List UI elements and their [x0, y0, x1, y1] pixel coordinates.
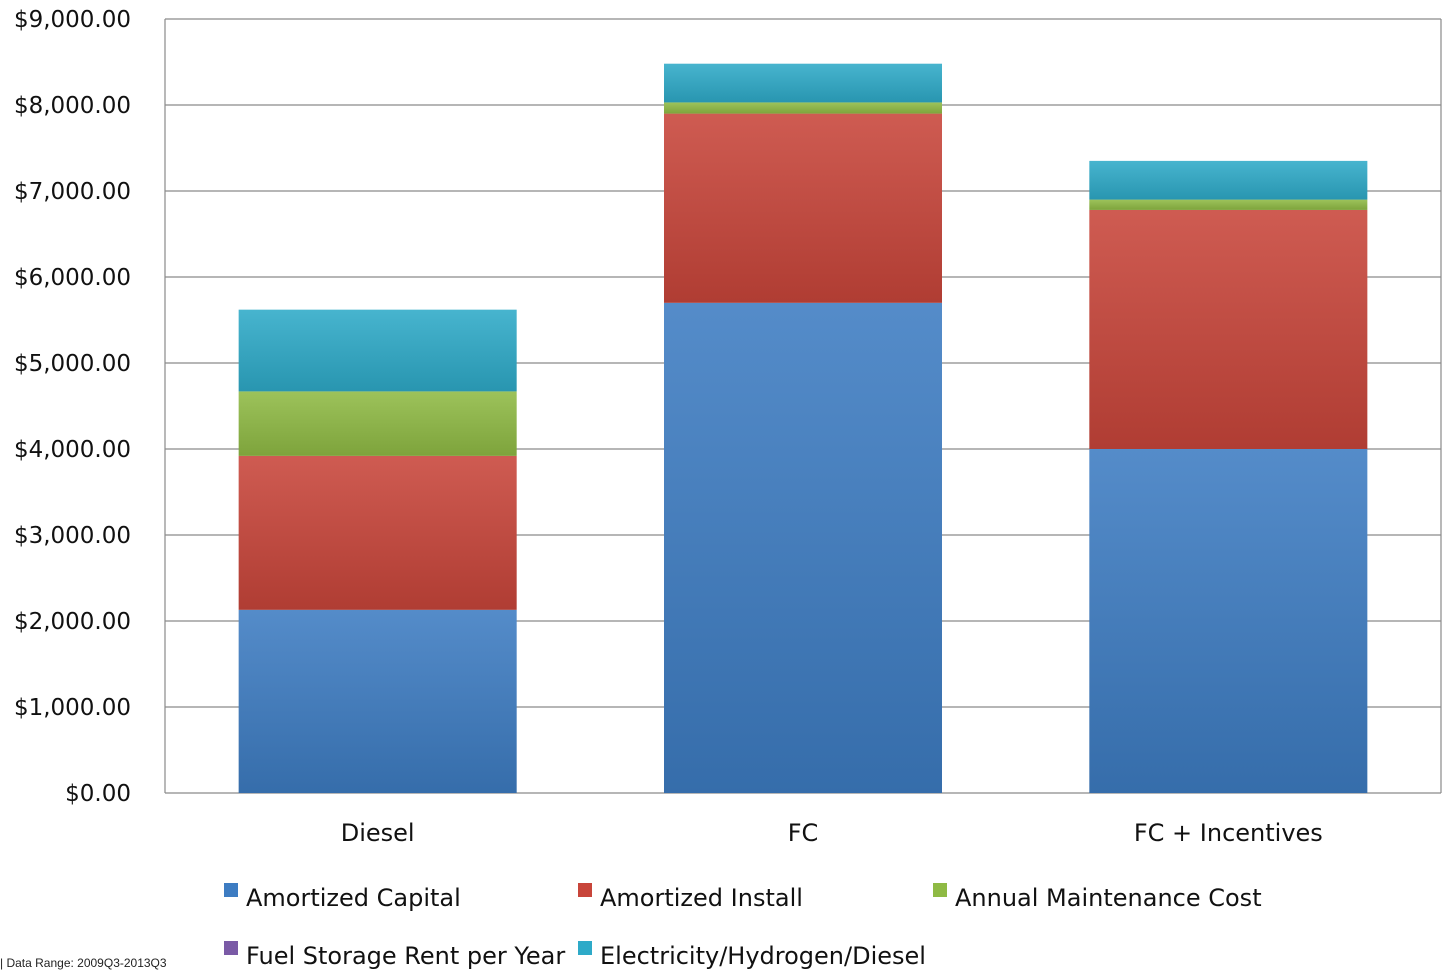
footnote: | Data Range: 2009Q3-2013Q3 [0, 956, 167, 970]
bar-segment-shading [664, 302, 942, 793]
y-tick-label: $6,000.00 [14, 265, 131, 291]
bar-segment-shading [1089, 199, 1368, 210]
legend-label: Annual Maintenance Cost [955, 884, 1262, 912]
y-tick-label: $9,000.00 [14, 7, 131, 33]
bar-segment-shading [238, 309, 517, 392]
y-tick-label: $1,000.00 [14, 695, 131, 721]
legend-label: Amortized Capital [246, 884, 461, 912]
bar-segment-shading [664, 102, 942, 114]
y-tick-label: $8,000.00 [14, 93, 131, 119]
y-tick-label: $5,000.00 [14, 351, 131, 377]
y-tick-label: $3,000.00 [14, 523, 131, 549]
bar-segment-shading [664, 113, 942, 303]
bar-segment-shading [1089, 449, 1368, 793]
legend-swatch [224, 941, 238, 955]
y-tick-label: $4,000.00 [14, 437, 131, 463]
legend-swatch [933, 883, 947, 897]
legend-label: Fuel Storage Rent per Year [246, 942, 565, 970]
y-tick-label: $7,000.00 [14, 179, 131, 205]
x-axis: Diesel FC FC + Incentives [341, 819, 1323, 847]
bar-segment-shading [1089, 209, 1368, 449]
legend: Amortized Capital Amortized Install Annual… [224, 883, 1262, 970]
bar-segment-shading [238, 391, 517, 456]
legend-swatch [578, 883, 592, 897]
bar-segment-shading [238, 609, 517, 793]
x-tick-label: FC + Incentives [1134, 819, 1323, 847]
legend-swatch [224, 883, 238, 897]
legend-swatch [578, 941, 592, 955]
bar-segment-shading [664, 63, 942, 103]
y-axis: $0.00 $1,000.00 $2,000.00 $3,000.00 $4,000.0… [14, 7, 131, 807]
bar-segment-shading [238, 455, 517, 610]
y-tick-label: $2,000.00 [14, 609, 131, 635]
x-tick-label: Diesel [341, 819, 415, 847]
y-tick-label: $0.00 [65, 781, 131, 807]
x-tick-label: FC [788, 819, 819, 847]
bars [238, 63, 1368, 793]
bar-segment-shading [1089, 160, 1368, 200]
legend-label: Electricity/Hydrogen/Diesel [600, 942, 926, 970]
legend-label: Amortized Install [600, 884, 803, 912]
